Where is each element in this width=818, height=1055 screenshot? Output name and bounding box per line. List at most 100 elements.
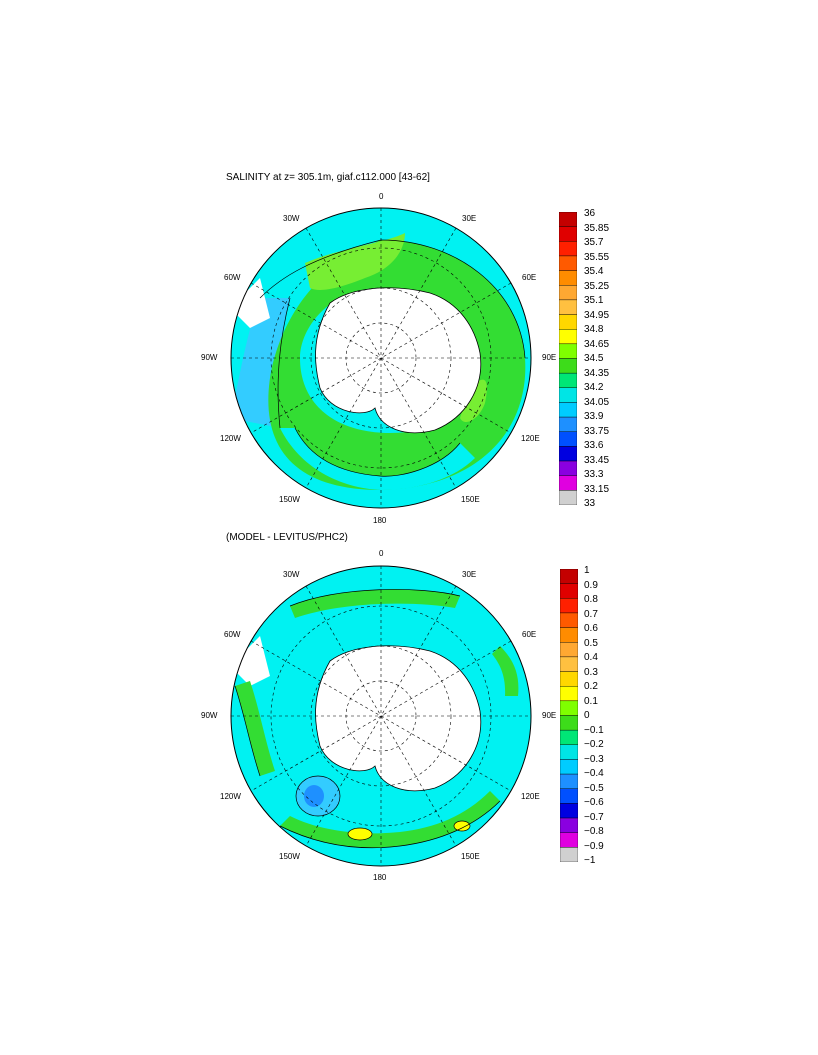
lon-label-120w: 120W xyxy=(220,434,241,443)
salinity-colorbar-level: 34.05 xyxy=(584,396,610,408)
difference-colorbar-level: −0.9 xyxy=(584,840,604,852)
salinity-colorbar-box xyxy=(559,226,577,242)
lon-label-30w: 30W xyxy=(283,570,300,579)
difference-colorbar-level: 0.8 xyxy=(584,594,598,605)
lon-label-90w: 90W xyxy=(201,711,218,720)
difference-colorbar-level: −0.5 xyxy=(584,782,604,794)
salinity-colorbar-box xyxy=(559,460,577,476)
difference-colorbar-level: 0.6 xyxy=(584,623,598,634)
lon-label-150w: 150W xyxy=(279,852,300,861)
lon-label-150e: 150E xyxy=(461,495,480,504)
difference-colorbar-box xyxy=(560,715,578,731)
salinity-colorbar-box xyxy=(559,241,577,257)
lon-label-60e: 60E xyxy=(522,273,537,282)
salinity-colorbar-level: 35.25 xyxy=(584,280,610,292)
difference-colorbar-level: 0.9 xyxy=(584,579,598,591)
salinity-colorbar xyxy=(559,212,577,505)
difference-colorbar-box xyxy=(560,773,578,789)
lon-label-180: 180 xyxy=(373,873,387,882)
difference-colorbar-box xyxy=(560,788,578,804)
salinity-colorbar-level: 33.45 xyxy=(584,454,610,466)
difference-colorbar-level: 1 xyxy=(584,565,590,576)
salinity-colorbar-box xyxy=(559,446,577,462)
salinity-colorbar-level: 33.3 xyxy=(584,469,604,480)
salinity-colorbar-level: 33.15 xyxy=(584,483,610,495)
lon-label-60e: 60E xyxy=(522,630,537,639)
lon-label-90e: 90E xyxy=(542,711,557,720)
difference-colorbar-box xyxy=(560,685,578,702)
salinity-colorbar-box xyxy=(559,387,577,403)
salinity-colorbar-box xyxy=(559,416,577,432)
difference-colorbar-box xyxy=(560,671,578,687)
lon-label-90w: 90W xyxy=(201,353,218,362)
lon-label-150w: 150W xyxy=(279,495,300,504)
lon-label-60w: 60W xyxy=(224,630,241,639)
difference-colorbar-level: 0 xyxy=(584,710,590,721)
lon-label-90e: 90E xyxy=(542,353,557,362)
salinity-polar-map xyxy=(230,207,532,509)
difference-colorbar-level: −0.4 xyxy=(584,768,604,779)
salinity-colorbar-level: 33 xyxy=(584,498,596,509)
difference-colorbar-level: −1 xyxy=(584,855,596,866)
difference-colorbar-box xyxy=(560,803,578,819)
salinity-colorbar-box xyxy=(559,402,577,418)
lon-label-120e: 120E xyxy=(521,434,540,443)
salinity-colorbar-level: 34.35 xyxy=(584,367,610,379)
salinity-colorbar-level: 34.95 xyxy=(584,309,610,321)
difference-colorbar-box xyxy=(560,583,578,599)
salinity-colorbar-level: 35.55 xyxy=(584,251,610,263)
salinity-colorbar-level: 34.65 xyxy=(584,338,610,350)
salinity-colorbar-level: 34.5 xyxy=(584,353,604,364)
difference-colorbar-level: 0.2 xyxy=(584,681,598,692)
difference-colorbar-box xyxy=(560,832,578,848)
salinity-colorbar-box xyxy=(559,372,577,388)
difference-colorbar xyxy=(560,569,578,862)
lon-label-0: 0 xyxy=(379,549,384,558)
difference-colorbar-box xyxy=(560,642,578,658)
difference-colorbar-box xyxy=(560,569,578,584)
panel2-title: (MODEL - LEVITUS/PHC2) xyxy=(226,532,348,543)
salinity-colorbar-level: 35.1 xyxy=(584,295,604,306)
salinity-colorbar-level: 34.8 xyxy=(584,324,604,335)
salinity-colorbar-box xyxy=(559,328,577,345)
difference-colorbar-level: −0.8 xyxy=(584,826,604,837)
salinity-colorbar-level: 35.7 xyxy=(584,237,604,248)
salinity-colorbar-level: 36 xyxy=(584,208,596,219)
salinity-colorbar-box xyxy=(559,255,577,271)
salinity-colorbar-box xyxy=(559,431,577,447)
difference-colorbar-labels: 1 0.9 0.8 0.7 0.6 0.5 0.4 0.3 0.2 0.1 0 −0.1 −0.2 −0.… xyxy=(584,564,604,869)
panel1-title: SALINITY at z= 305.1m, giaf.c112.000 [43… xyxy=(226,172,430,183)
salinity-colorbar-box xyxy=(559,358,577,374)
lon-label-150e: 150E xyxy=(461,852,480,861)
difference-colorbar-level: −0.3 xyxy=(584,753,604,765)
difference-colorbar-level: −0.6 xyxy=(584,797,604,808)
difference-colorbar-level: −0.2 xyxy=(584,739,604,750)
difference-colorbar-level: −0.1 xyxy=(584,724,604,736)
salinity-colorbar-level: 35.85 xyxy=(584,222,610,234)
lon-label-30e: 30E xyxy=(462,214,477,223)
difference-colorbar-box xyxy=(560,729,578,745)
difference-colorbar-level: 0.3 xyxy=(584,666,598,678)
salinity-colorbar-box xyxy=(559,475,577,491)
salinity-colorbar-box xyxy=(559,270,577,286)
difference-colorbar-box xyxy=(560,627,578,643)
difference-colorbar-box xyxy=(560,700,578,716)
salinity-colorbar-box xyxy=(559,343,577,359)
salinity-colorbar-box xyxy=(559,212,577,227)
difference-colorbar-level: −0.7 xyxy=(584,811,604,823)
salinity-colorbar-box xyxy=(559,490,577,505)
lon-label-0: 0 xyxy=(379,192,384,201)
lon-label-30w: 30W xyxy=(283,214,300,223)
lon-label-30e: 30E xyxy=(462,570,477,579)
lon-label-120e: 120E xyxy=(521,792,540,801)
salinity-colorbar-box xyxy=(559,299,577,315)
difference-polar-map xyxy=(230,565,532,867)
difference-colorbar-box xyxy=(560,612,578,628)
lon-label-180: 180 xyxy=(373,516,387,525)
salinity-colorbar-level: 33.6 xyxy=(584,440,604,451)
difference-colorbar-level: 0.4 xyxy=(584,652,598,663)
salinity-colorbar-level: 33.75 xyxy=(584,425,610,437)
salinity-colorbar-box xyxy=(559,314,577,330)
difference-colorbar-box xyxy=(560,847,578,862)
difference-colorbar-box xyxy=(560,759,578,775)
